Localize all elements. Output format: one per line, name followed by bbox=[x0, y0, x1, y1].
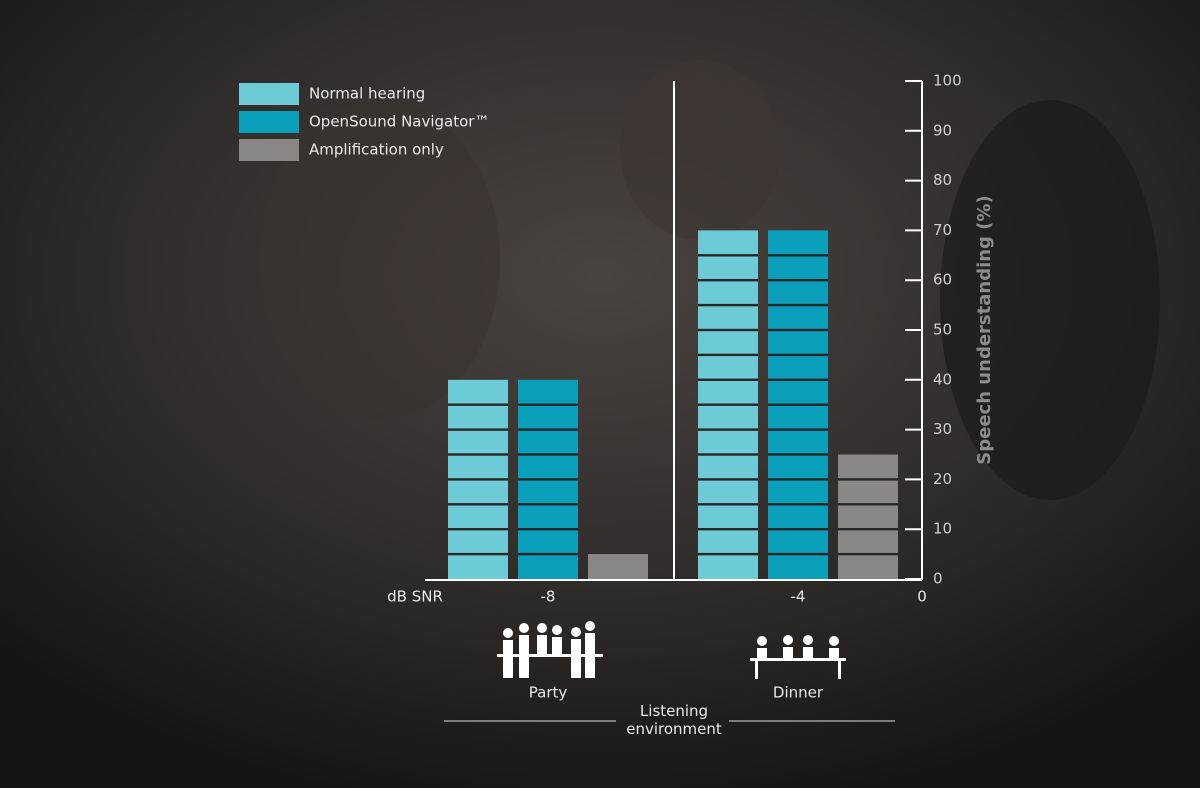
bar-segment-gap bbox=[448, 428, 508, 431]
bar-segment-gap bbox=[768, 428, 828, 431]
bar-segment-gap bbox=[838, 552, 898, 556]
background-blur bbox=[260, 100, 500, 420]
bar-segment-gap bbox=[518, 453, 578, 456]
x-tick-label: -8 bbox=[541, 588, 556, 606]
bar bbox=[838, 454, 898, 579]
bar-segment-gap bbox=[698, 528, 758, 531]
bar-segment-gap bbox=[768, 552, 828, 556]
bar-segment-gap bbox=[518, 552, 578, 556]
bar-segment-gap bbox=[698, 552, 758, 556]
bar-segment-gap bbox=[698, 503, 758, 506]
bar-segment-gap bbox=[838, 478, 898, 481]
bar-segment-gap bbox=[698, 428, 758, 431]
x-axis-end-label: 0 bbox=[917, 588, 927, 606]
bar-segment-gap bbox=[698, 403, 758, 406]
y-tick-label: 30 bbox=[933, 420, 952, 438]
bar-segment-gap bbox=[768, 353, 828, 357]
bar-segment-gap bbox=[768, 378, 828, 381]
environment-title: Listening environment bbox=[626, 702, 722, 738]
bar-segment-gap bbox=[768, 453, 828, 456]
y-tick-label: 90 bbox=[933, 121, 952, 139]
bar-segment-gap bbox=[768, 328, 828, 332]
y-tick-label: 0 bbox=[933, 570, 943, 588]
bar-segment-gap bbox=[698, 453, 758, 456]
bar-segment-gap bbox=[768, 528, 828, 531]
bar-segment-gap bbox=[448, 552, 508, 556]
bar-segment-gap bbox=[448, 453, 508, 456]
bar-segment-gap bbox=[698, 328, 758, 332]
y-tick-label: 10 bbox=[933, 520, 952, 538]
bar-segment-gap bbox=[838, 528, 898, 531]
x-axis-label: dB SNR bbox=[387, 588, 443, 606]
bar-segment-gap bbox=[768, 254, 828, 257]
background-blur bbox=[940, 100, 1160, 500]
environment-label: Party bbox=[529, 684, 568, 702]
bar-segment-gap bbox=[518, 528, 578, 531]
y-tick-label: 100 bbox=[933, 72, 962, 90]
bar-segment-gap bbox=[518, 478, 578, 481]
y-tick-label: 20 bbox=[933, 470, 952, 488]
bar-segment-gap bbox=[448, 403, 508, 406]
party-icon bbox=[497, 621, 603, 678]
legend-swatch bbox=[239, 83, 299, 105]
legend-label: OpenSound Navigator™ bbox=[309, 113, 489, 131]
legend-swatch bbox=[239, 139, 299, 161]
legend-label: Amplification only bbox=[309, 141, 444, 159]
dinner-icon bbox=[750, 635, 846, 679]
background-blur bbox=[620, 60, 780, 240]
bar-segment-gap bbox=[768, 279, 828, 282]
y-tick-label: 70 bbox=[933, 221, 952, 239]
legend-swatch bbox=[239, 111, 299, 133]
bar-segment-gap bbox=[698, 303, 758, 307]
environment-label: Dinner bbox=[773, 684, 824, 702]
bar-segment-gap bbox=[768, 303, 828, 307]
bar-segment-gap bbox=[518, 503, 578, 506]
bar-segment-gap bbox=[698, 353, 758, 357]
bar-segment-gap bbox=[448, 503, 508, 506]
y-tick-label: 50 bbox=[933, 321, 952, 339]
bar-segment-gap bbox=[768, 403, 828, 406]
y-tick-label: 80 bbox=[933, 171, 952, 189]
y-tick-label: 60 bbox=[933, 271, 952, 289]
bar-segment-gap bbox=[698, 378, 758, 381]
bar-segment-gap bbox=[768, 478, 828, 481]
legend-label: Normal hearing bbox=[309, 85, 425, 103]
bar-segment-gap bbox=[838, 503, 898, 506]
y-tick-label: 40 bbox=[933, 370, 952, 388]
bar-segment-gap bbox=[518, 403, 578, 406]
y-axis-label: Speech understanding (%) bbox=[974, 195, 995, 464]
x-tick-label: -4 bbox=[791, 588, 806, 606]
bar bbox=[588, 554, 648, 579]
bar-segment-gap bbox=[768, 503, 828, 506]
bar-segment-gap bbox=[448, 528, 508, 531]
bar-segment-gap bbox=[698, 478, 758, 481]
bar-segment-gap bbox=[518, 428, 578, 431]
bar-segment-gap bbox=[698, 279, 758, 282]
bar-segment-gap bbox=[448, 478, 508, 481]
bar-segment-gap bbox=[698, 254, 758, 257]
